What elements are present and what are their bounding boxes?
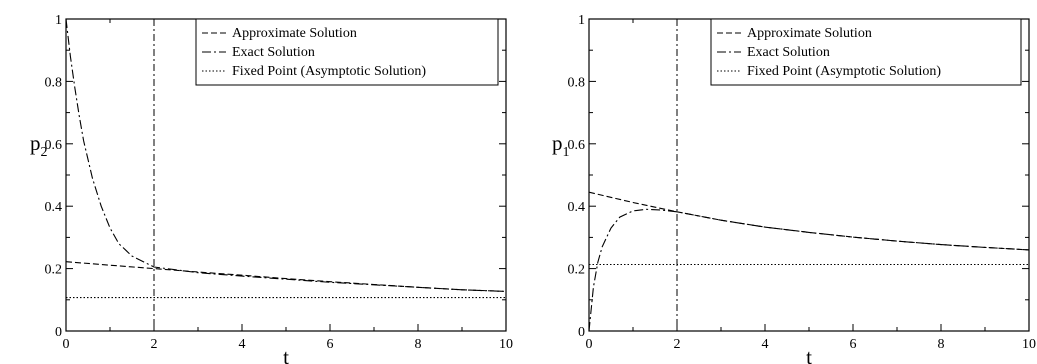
x-tick-label: 10 xyxy=(499,337,513,352)
legend-label: Approximate Solution xyxy=(232,26,357,41)
legend-label: Exact Solution xyxy=(232,45,315,60)
y-tick-label: 0 xyxy=(55,325,62,340)
legend: Approximate Solution Exact Solution Fixed … xyxy=(195,18,499,86)
x-tick-label: 2 xyxy=(151,337,158,352)
y-tick-label: 0 xyxy=(578,325,585,340)
y-tick-label: 0.4 xyxy=(568,200,586,215)
x-tick-label: 0 xyxy=(586,337,593,352)
x-tick-label: 6 xyxy=(850,337,857,352)
x-axis-label: t xyxy=(806,345,812,364)
series-line-dashed xyxy=(588,191,1030,251)
y-axis-label: p1 xyxy=(552,131,570,160)
series-line-dashed xyxy=(65,261,507,292)
legend-box xyxy=(195,18,499,86)
y-tick-label: 0.6 xyxy=(568,138,586,153)
y-tick-label: 0.2 xyxy=(568,263,586,278)
x-axis-label: t xyxy=(283,345,289,364)
x-tick-label: 8 xyxy=(415,337,422,352)
y-tick-label: 0.8 xyxy=(568,75,586,90)
legend-label: Exact Solution xyxy=(747,45,830,60)
x-tick-label: 2 xyxy=(674,337,681,352)
series-line-dashdot xyxy=(65,18,507,292)
x-tick-label: 4 xyxy=(762,337,769,352)
chart-panel-p1: 0 2 4 6 8 10 0 0.2 0.4 0.6 0.8 1 t p1 Approximate Solu… xyxy=(552,13,1036,364)
x-tick-label: 6 xyxy=(327,337,334,352)
y-tick-label: 0.4 xyxy=(45,200,63,215)
y-tick-label: 1 xyxy=(55,13,62,28)
legend-label: Fixed Point (Asymptotic Solution) xyxy=(747,64,941,79)
y-tick-label: 0.6 xyxy=(45,138,63,153)
y-tick-label: 0.2 xyxy=(45,263,63,278)
y-axis-label: p2 xyxy=(30,131,48,160)
legend-label: Fixed Point (Asymptotic Solution) xyxy=(232,64,426,79)
x-tick-label: 8 xyxy=(938,337,945,352)
legend-label: Approximate Solution xyxy=(747,26,872,41)
y-tick-label: 0.8 xyxy=(45,75,63,90)
chart-panel-p2: 0 2 4 6 8 10 0 0.2 0.4 0.6 0.8 1 t p2 Approximate Solu… xyxy=(30,13,513,364)
x-tick-label: 0 xyxy=(63,337,70,352)
x-tick-label: 4 xyxy=(239,337,246,352)
y-tick-label: 1 xyxy=(578,13,585,28)
series-line-dashdot xyxy=(588,208,1030,332)
x-tick-label: 10 xyxy=(1022,337,1036,352)
legend-box xyxy=(710,18,1022,86)
legend: Approximate Solution Exact Solution Fixed … xyxy=(710,18,1022,86)
